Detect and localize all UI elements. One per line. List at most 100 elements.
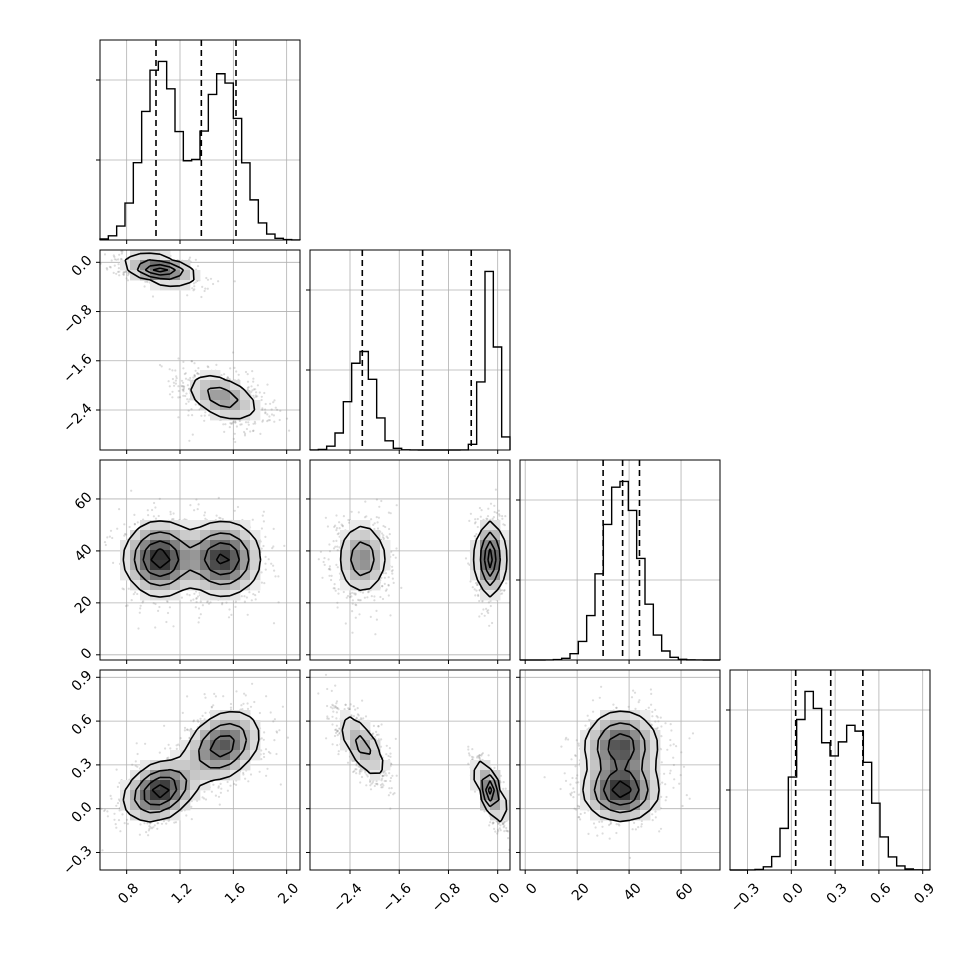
density-cell bbox=[480, 540, 491, 551]
scatter-point bbox=[193, 375, 196, 378]
contour-1-0-3 bbox=[152, 267, 169, 273]
scatter-point bbox=[240, 704, 243, 707]
density-cell bbox=[170, 570, 181, 581]
scatter-point bbox=[473, 522, 477, 525]
density-cell bbox=[170, 560, 181, 571]
scatter-point bbox=[252, 394, 255, 397]
density-cell bbox=[480, 590, 491, 601]
scatter-point bbox=[111, 536, 114, 540]
scatter-point bbox=[342, 515, 345, 518]
scatter-point bbox=[513, 550, 515, 552]
scatter-point bbox=[113, 264, 116, 267]
scatter-point bbox=[350, 510, 353, 513]
scatter-point bbox=[351, 591, 354, 594]
density-cell bbox=[190, 380, 201, 391]
scatter-point bbox=[146, 509, 149, 512]
scatter-point bbox=[251, 518, 254, 521]
scatter-point bbox=[242, 771, 245, 775]
scatter-point bbox=[124, 604, 128, 608]
scatter-point bbox=[126, 271, 130, 274]
scatter-point bbox=[380, 576, 383, 580]
scatter-point bbox=[105, 267, 108, 270]
scatter-point bbox=[112, 271, 115, 274]
scatter-point bbox=[119, 257, 123, 261]
panel-content-2-0 bbox=[100, 460, 300, 660]
scatter-point bbox=[182, 385, 185, 388]
scatter-point bbox=[273, 569, 276, 572]
scatter-point bbox=[272, 527, 275, 531]
scatter-point bbox=[115, 804, 118, 807]
contour-2-1-3 bbox=[487, 548, 493, 569]
scatter-point bbox=[351, 599, 354, 602]
density-cell bbox=[190, 570, 201, 581]
density-cell bbox=[240, 580, 251, 591]
scatter-point bbox=[285, 417, 289, 420]
scatter-point bbox=[487, 601, 490, 604]
density-cell bbox=[140, 540, 151, 551]
scatter-point bbox=[224, 423, 227, 426]
density-cell bbox=[160, 590, 171, 601]
scatter-point bbox=[269, 402, 272, 405]
density-cell bbox=[240, 530, 251, 541]
scatter-point bbox=[252, 422, 255, 425]
density-cell bbox=[200, 590, 211, 601]
scatter-point bbox=[474, 535, 477, 538]
density-cell bbox=[480, 570, 491, 581]
histogram-step-1 bbox=[309, 270, 511, 451]
scatter-point bbox=[373, 527, 376, 531]
density-cell bbox=[340, 550, 351, 561]
scatter-point bbox=[476, 517, 479, 521]
scatter-point bbox=[157, 822, 160, 825]
density-cell bbox=[190, 520, 201, 531]
scatter-point bbox=[247, 386, 250, 389]
scatter-point bbox=[156, 822, 159, 825]
density-cell bbox=[130, 570, 141, 581]
scatter-point bbox=[196, 372, 199, 375]
density-cell bbox=[360, 530, 371, 541]
density-cell bbox=[190, 580, 201, 591]
density-cell bbox=[220, 540, 231, 551]
scatter-point bbox=[185, 392, 188, 395]
scatter-point bbox=[270, 413, 274, 416]
scatter-point bbox=[239, 423, 242, 426]
scatter-point bbox=[116, 527, 119, 530]
scatter-point bbox=[370, 595, 373, 598]
density-cell bbox=[380, 560, 391, 571]
scatter-point bbox=[272, 401, 275, 404]
scatter-point bbox=[252, 377, 255, 380]
density-cell bbox=[490, 570, 501, 581]
density-cell bbox=[380, 540, 391, 551]
scatter-point bbox=[363, 596, 366, 599]
scatter-point bbox=[157, 609, 160, 613]
scatter-point bbox=[158, 497, 161, 500]
scatter-point bbox=[504, 515, 507, 518]
scatter-point bbox=[232, 437, 235, 440]
scatter-point bbox=[229, 367, 232, 370]
scatter-point bbox=[124, 270, 127, 274]
scatter-point bbox=[245, 427, 248, 431]
scatter-point bbox=[395, 547, 398, 550]
scatter-point bbox=[260, 581, 263, 584]
scatter-point bbox=[252, 593, 255, 596]
scatter-point bbox=[123, 822, 126, 825]
scatter-point bbox=[174, 379, 177, 382]
scatter-point bbox=[106, 268, 109, 271]
scatter-point bbox=[121, 587, 124, 590]
scatter-point bbox=[373, 599, 376, 602]
scatter-point bbox=[124, 532, 127, 536]
scatter-point bbox=[391, 565, 394, 568]
scatter-point bbox=[190, 360, 193, 363]
density-cell bbox=[370, 560, 381, 571]
scatter-point bbox=[152, 515, 155, 518]
scatter-point bbox=[186, 384, 189, 387]
scatter-point bbox=[192, 282, 196, 285]
scatter-point bbox=[334, 589, 337, 592]
scatter-point bbox=[501, 517, 504, 520]
scatter-point bbox=[476, 583, 479, 586]
scatter-point bbox=[370, 518, 373, 521]
scatter-point bbox=[353, 592, 356, 595]
scatter-point bbox=[392, 553, 395, 557]
scatter-point bbox=[144, 280, 147, 283]
density-cell bbox=[250, 400, 261, 411]
density-cell bbox=[250, 560, 261, 571]
